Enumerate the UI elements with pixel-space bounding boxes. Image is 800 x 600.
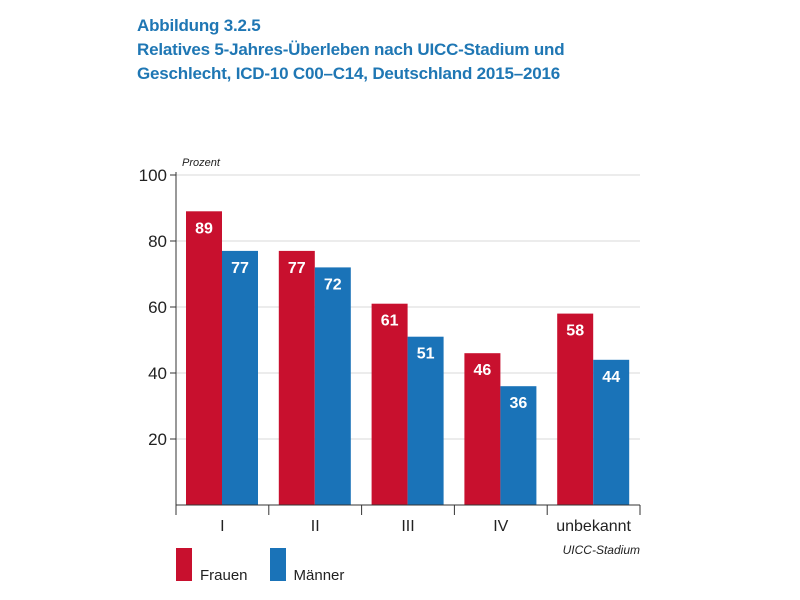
y-tick-label: 60 bbox=[148, 298, 167, 317]
legend-item-maenner: Männer bbox=[269, 548, 345, 584]
bar-value-label: 36 bbox=[510, 395, 528, 412]
legend-label-frauen: Frauen bbox=[200, 567, 248, 584]
legend-swatch-maenner bbox=[269, 548, 286, 581]
bar-value-label: 77 bbox=[288, 260, 306, 277]
bar-value-label: 46 bbox=[474, 362, 492, 379]
y-tick-label: 40 bbox=[148, 364, 167, 383]
bar-frauen bbox=[371, 303, 408, 505]
chart-title-line-1: Relatives 5-Jahres-Überleben nach UICC-S… bbox=[137, 40, 565, 59]
legend-item-frauen: Frauen bbox=[176, 548, 248, 584]
bar-maenner bbox=[222, 250, 258, 505]
legend-swatch-frauen bbox=[176, 548, 192, 581]
bar-value-label: 61 bbox=[381, 313, 399, 330]
legend: Frauen Männer bbox=[176, 548, 366, 584]
x-tick-label: III bbox=[401, 518, 414, 535]
y-tick-label: 80 bbox=[148, 232, 167, 251]
bar-frauen bbox=[464, 353, 501, 505]
bar-frauen bbox=[278, 250, 315, 505]
figure-label: Abbildung 3.2.5 bbox=[137, 16, 261, 35]
chart-title-line-2: Geschlecht, ICD-10 C00–C14, Deutschland … bbox=[137, 64, 560, 83]
bar-value-label: 51 bbox=[417, 346, 435, 363]
bar-maenner bbox=[407, 336, 444, 505]
bar-value-label: 77 bbox=[231, 260, 249, 277]
bar-maenner bbox=[500, 386, 537, 505]
bar-value-label: 58 bbox=[566, 323, 584, 340]
x-tick-label: IV bbox=[493, 518, 508, 535]
bar-maenner bbox=[593, 359, 630, 505]
bar-value-label: 72 bbox=[324, 276, 342, 293]
bar-maenner bbox=[314, 267, 351, 505]
x-axis-label: UICC-Stadium bbox=[563, 543, 640, 557]
x-tick-label: I bbox=[220, 518, 224, 535]
bar-value-label: 44 bbox=[602, 369, 620, 386]
y-axis-label: Prozent bbox=[182, 157, 221, 169]
y-tick-label: 100 bbox=[139, 166, 167, 185]
y-tick-label: 20 bbox=[148, 430, 167, 449]
chart-header: Abbildung 3.2.5 Relatives 5-Jahres-Überl… bbox=[137, 14, 565, 86]
bar-value-label: 89 bbox=[195, 220, 213, 237]
bar-frauen bbox=[557, 313, 594, 505]
x-tick-label: unbekannt bbox=[556, 518, 631, 535]
legend-label-maenner: Männer bbox=[293, 567, 345, 584]
bar-frauen bbox=[186, 211, 222, 506]
x-tick-label: II bbox=[311, 518, 320, 535]
